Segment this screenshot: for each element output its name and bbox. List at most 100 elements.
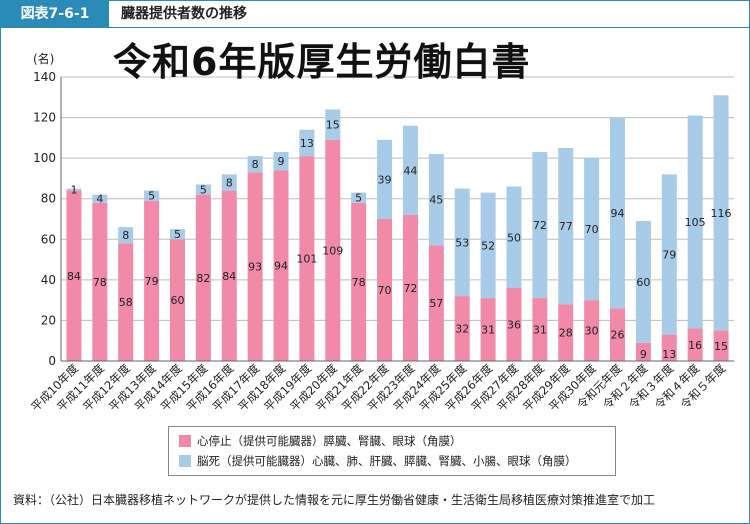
bar-cardiac-2 [118,243,134,361]
data-label-brain-8: 9 [278,155,285,168]
bar-cardiac-16 [480,298,496,361]
y-tick-label-80: 80 [41,192,56,206]
data-label-cardiac-13: 72 [403,282,417,295]
watermark-title: 令和6年版厚生労働白書 [113,40,531,84]
y-tick-label-100: 100 [33,151,56,165]
y-tick-label-140: 140 [33,70,56,84]
data-label-cardiac-24: 16 [688,339,702,352]
bar-cardiac-0 [66,190,82,361]
bar-brain-23 [661,174,677,335]
data-label-cardiac-0: 84 [67,270,81,283]
bar-brain-22 [635,221,651,343]
bar-brain-4 [169,229,185,240]
bar-cardiac-1 [92,202,108,361]
data-label-brain-18: 72 [533,219,547,232]
bar-brain-15 [454,188,470,297]
data-label-brain-14: 45 [429,194,443,207]
legend-label-brain: 脳死（提供可能臓器）心臓、肺、肝臓、膵臓、腎臓、小腸、眼球（角膜） [197,454,577,468]
data-label-brain-9: 13 [300,137,314,150]
bar-cardiac-5 [195,194,211,361]
data-label-cardiac-19: 28 [559,327,573,340]
data-label-brain-15: 53 [455,236,469,249]
legend-swatch-brain [179,454,191,467]
data-label-brain-20: 70 [585,223,599,236]
bar-cardiac-14 [428,245,444,361]
bar-brain-2 [118,227,134,244]
legend: 心停止（提供可能臓器）膵臓、腎臓、眼球（角膜） 脳死（提供可能臓器）心臓、肺、肝… [168,426,616,476]
data-label-brain-12: 39 [378,173,392,186]
bar-brain-5 [195,184,211,195]
bar-cardiac-4 [169,239,185,361]
bar-brain-6 [221,174,237,191]
data-label-cardiac-1: 78 [93,276,107,289]
data-label-cardiac-20: 30 [585,325,599,338]
bar-cardiac-3 [144,200,160,361]
data-label-cardiac-25: 15 [714,340,728,353]
data-label-brain-1: 4 [96,193,103,206]
header-bar: 図表7-6-1 臓器提供者数の推移 [1,1,749,28]
bar-cardiac-24 [687,328,703,361]
bar-brain-18 [532,152,548,299]
data-label-brain-0: 1 [70,184,77,197]
data-label-cardiac-8: 94 [274,260,288,273]
bar-cardiac-8 [273,170,289,361]
y-tick-label-120: 120 [33,111,56,125]
bar-brain-24 [687,115,703,329]
bar-brain-25 [713,95,729,331]
bar-cardiac-25 [713,330,729,361]
data-label-brain-3: 5 [148,190,155,203]
bar-brain-16 [480,192,496,299]
legend-item-brain: 脳死（提供可能臓器）心臓、肺、肝臓、膵臓、腎臓、小腸、眼球（角膜） [179,451,577,471]
data-label-cardiac-5: 82 [196,272,210,285]
data-label-brain-10: 15 [326,119,340,132]
legend-item-cardiac: 心停止（提供可能臓器）膵臓、腎臓、眼球（角膜） [179,431,462,451]
data-label-cardiac-11: 78 [352,276,366,289]
source-note: 資料：（公社）日本臓器移植ネットワークが提供した情報を元に厚生労働省健康・生活衛… [13,493,656,507]
data-label-cardiac-3: 79 [145,275,159,288]
data-label-cardiac-18: 31 [533,324,547,337]
data-label-cardiac-10: 109 [322,244,343,257]
legend-label-cardiac: 心停止（提供可能臓器）膵臓、腎臓、眼球（角膜） [197,434,462,448]
bar-cardiac-18 [532,298,548,361]
bar-cardiac-21 [610,308,626,361]
data-label-brain-17: 50 [507,231,521,244]
bar-brain-13 [402,125,418,215]
bar-brain-17 [506,186,522,288]
data-label-cardiac-15: 32 [455,323,469,336]
bar-cardiac-20 [584,300,600,361]
bar-brain-11 [351,192,367,203]
data-label-cardiac-23: 13 [662,348,676,361]
data-label-cardiac-2: 58 [119,296,133,309]
data-label-brain-22: 60 [636,276,650,289]
figure-title: 臓器提供者数の推移 [121,6,247,22]
bar-cardiac-9 [299,156,315,361]
bar-brain-7 [247,156,263,173]
data-label-cardiac-4: 60 [170,294,184,307]
data-label-cardiac-21: 26 [611,329,625,342]
bar-cardiac-23 [661,334,677,361]
figure-label: 図表7-6-1 [1,1,109,27]
bar-brain-14 [428,154,444,246]
data-label-cardiac-7: 93 [248,261,262,274]
bar-brain-19 [558,148,574,305]
data-label-cardiac-9: 101 [296,253,317,266]
y-tick-label-20: 20 [41,313,56,327]
data-label-cardiac-16: 31 [481,324,495,337]
bar-brain-21 [610,117,626,309]
bar-cardiac-15 [454,296,470,361]
bar-cardiac-7 [247,172,263,361]
data-label-brain-19: 77 [559,220,573,233]
bar-cardiac-19 [558,304,574,361]
y-unit-label: (名) [33,51,54,66]
data-label-brain-21: 94 [611,207,625,220]
bar-brain-12 [377,139,393,219]
data-label-brain-25: 116 [711,207,732,220]
bar-cardiac-22 [635,342,651,361]
data-label-brain-24: 105 [685,216,706,229]
bar-brain-20 [584,158,600,301]
y-tick-label-0: 0 [48,354,56,368]
bar-cardiac-10 [325,139,341,361]
data-label-brain-13: 44 [403,164,417,177]
